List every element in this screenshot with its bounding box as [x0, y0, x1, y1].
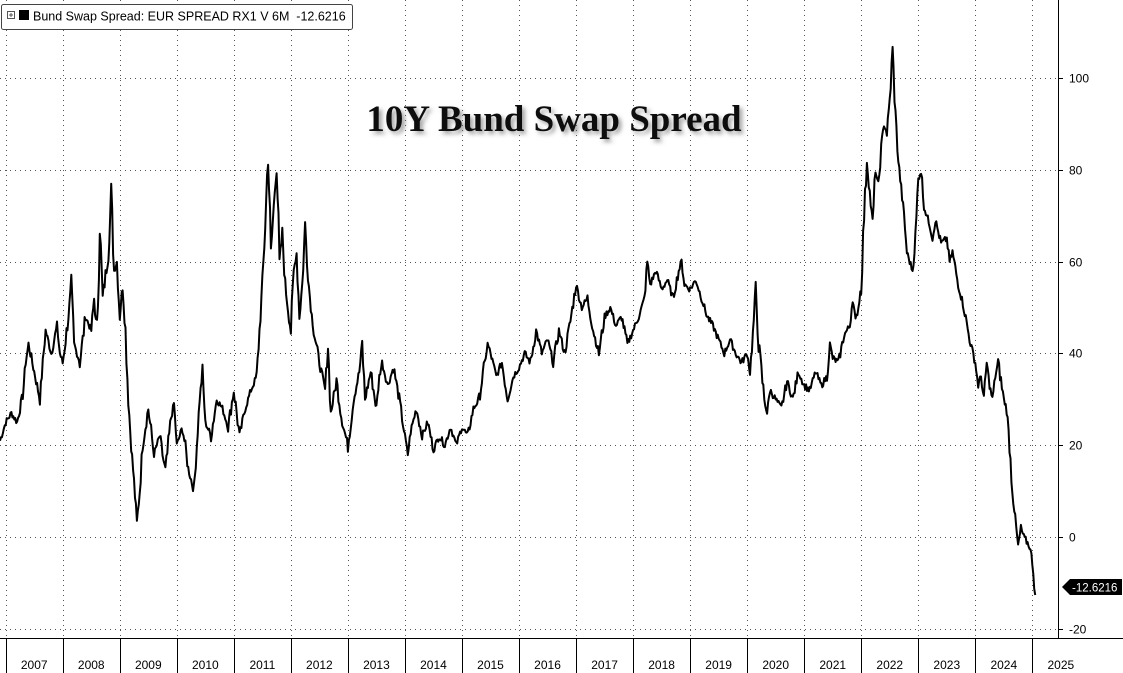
last-value-tag: -12.6216	[1062, 579, 1122, 595]
y-tick-label: 20	[1069, 439, 1083, 453]
x-tick-label: 2011	[249, 658, 275, 672]
series-line	[0, 45, 1037, 596]
x-tick-label: 2021	[819, 658, 846, 672]
x-tick-label: 2014	[420, 658, 447, 672]
x-tick-label: 2019	[705, 658, 732, 672]
x-tick-label: 2024	[990, 658, 1017, 672]
x-tick-label: 2023	[933, 658, 960, 672]
x-tick-label: 2010	[192, 658, 219, 672]
x-tick-label: 2012	[306, 658, 333, 672]
x-tick-label: 2007	[21, 658, 48, 672]
x-tick-label: 2016	[534, 658, 561, 672]
legend[interactable]: Bund Swap Spread: EUR SPREAD RX1 V 6M -1…	[1, 4, 353, 30]
legend-label: Bund Swap Spread: EUR SPREAD RX1 V 6M -1…	[33, 10, 346, 24]
legend-box	[1, 4, 353, 30]
x-tick-label: 2018	[648, 658, 675, 672]
x-tick-label: 2013	[363, 658, 390, 672]
plus-box-icon[interactable]	[7, 11, 15, 19]
last-value-label: -12.6216	[1072, 583, 1117, 595]
x-tick-label: 2008	[78, 658, 105, 672]
x-tick-label: 2025	[1048, 658, 1075, 672]
y-axis: 100 80 60 40 20 0 -20	[1058, 72, 1089, 637]
last-value-tag-background	[1062, 579, 1122, 595]
y-tick-label: 80	[1069, 164, 1083, 178]
chart-title: 10Y Bund Swap Spread	[366, 99, 742, 140]
legend-swatch	[19, 10, 29, 20]
y-tick-label: 0	[1069, 531, 1076, 545]
x-tick-label: 2015	[477, 658, 504, 672]
y-tick-label: -20	[1069, 623, 1087, 637]
y-tick-label: 60	[1069, 256, 1083, 270]
y-tick-label: 40	[1069, 347, 1083, 361]
x-tick-label: 2022	[876, 658, 903, 672]
x-tick-label: 2020	[762, 658, 789, 672]
x-tick-label: 2017	[591, 658, 618, 672]
x-axis: 2007 2008 2009 2010 2011 2012 2013 2014 2015 2016…	[6, 638, 1075, 673]
x-tick-label: 2009	[135, 658, 162, 672]
y-tick-label: 100	[1069, 72, 1089, 86]
